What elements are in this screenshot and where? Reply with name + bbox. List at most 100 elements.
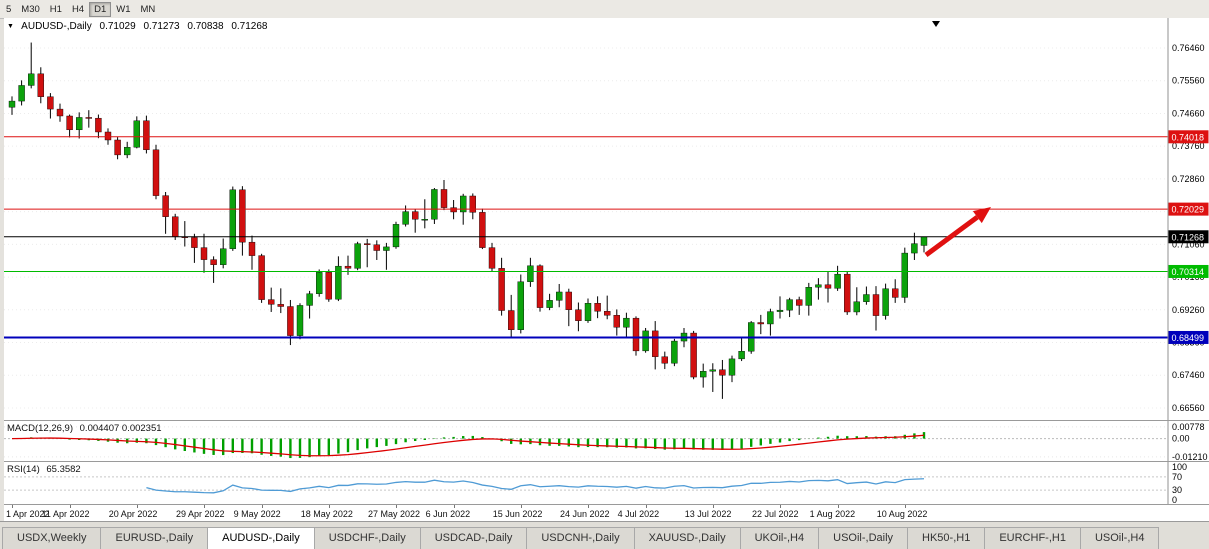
timeframe-w1[interactable]: W1 [116,3,131,15]
svg-text:100: 100 [1172,462,1187,472]
date-label: 22 Jul 2022 [752,509,799,519]
rsi-line [146,478,925,494]
horizontal-price-lines[interactable] [4,136,1168,339]
date-tick [204,505,205,508]
date-tick [12,505,13,508]
rsi-panel: RSI(14) 65.3582 100 70 30 0 [4,461,1209,505]
tab-usoil-h4[interactable]: USOil-,H4 [1079,527,1160,549]
date-tick [520,505,522,508]
date-tick [136,505,138,508]
date-label: 1 Aug 2022 [809,509,856,519]
date-tick [396,505,397,508]
date-label: 4 Jul 2022 [617,509,660,519]
timeframe-m30[interactable]: M30 [21,3,40,15]
macd-values: 0.004407 0.002351 [79,423,162,434]
svg-text:0.71268: 0.71268 [1172,232,1205,242]
price-badge [1168,264,1209,278]
svg-text:0.00: 0.00 [1172,434,1190,444]
svg-text:0.76460: 0.76460 [1172,43,1205,53]
svg-text:-0.01210: -0.01210 [1172,452,1208,461]
macd-canvas[interactable]: 0.00778 0.00 -0.01210 [4,421,1209,461]
price-badge [1168,202,1209,216]
date-label: 20 Apr 2022 [108,509,158,519]
date-label: 6 Jun 2022 [425,509,471,519]
svg-text:0.72860: 0.72860 [1172,174,1205,184]
date-label: 1 Apr 2022 [6,509,50,519]
tab-ukoil-h4[interactable]: UKOil-,H4 [739,527,820,549]
price-axis: 0.764600.755600.746600.737600.728600.719… [1167,18,1209,420]
tab-audusd-daily[interactable]: AUDUSD-,Daily [207,527,315,549]
date-tick [328,505,330,508]
svg-text:0.74660: 0.74660 [1172,108,1205,118]
chart-window: ▼ AUDUSD-,Daily 0.71029 0.71273 0.70838 … [4,18,1209,522]
svg-text:0.74018: 0.74018 [1172,132,1205,142]
timeframe-5[interactable]: 5 [6,3,12,15]
rsi-value: 65.3582 [46,464,81,475]
chart-symbol-title: AUDUSD-,Daily [21,21,92,32]
svg-text:30: 30 [1172,485,1182,495]
date-tick [780,505,781,508]
tab-eurchf-h1[interactable]: EURCHF-,H1 [984,527,1081,549]
price-gridlines [4,47,1168,409]
svg-text:0.75560: 0.75560 [1172,76,1205,86]
date-tick [645,505,647,508]
timeframe-h1[interactable]: H1 [49,3,62,15]
date-label: 11 Apr 2022 [41,509,90,519]
tab-usdcnh-daily[interactable]: USDCNH-,Daily [526,527,635,549]
tab-hk50-h1[interactable]: HK50-,H1 [907,527,986,549]
tab-usdcad-daily[interactable]: USDCAD-,Daily [419,527,528,549]
date-label: 27 May 2022 [368,509,421,519]
ohlc-open: 0.71029 [99,21,136,32]
object-anchor-icon [932,21,940,27]
svg-text:0.67460: 0.67460 [1172,370,1205,380]
date-label: 9 May 2022 [233,509,281,519]
timeframe-d1[interactable]: D1 [89,1,112,17]
tab-usoil-daily[interactable]: USOil-,Daily [818,527,909,549]
price-chart-canvas[interactable]: 0.764600.755600.746600.737600.728600.719… [4,18,1209,420]
rsi-name: RSI(14) [7,464,40,475]
price-panel: ▼ AUDUSD-,Daily 0.71029 0.71273 0.70838 … [4,18,1209,420]
date-tick [261,505,263,508]
chart-title: ▼ AUDUSD-,Daily 0.71029 0.71273 0.70838 … [7,21,272,32]
svg-text:70: 70 [1172,472,1182,482]
trend-arrow[interactable] [924,207,991,258]
dropdown-marker-icon: ▼ [7,23,14,30]
ohlc-high: 0.71273 [143,21,180,32]
date-tick [837,505,839,508]
date-label: 18 May 2022 [300,509,353,519]
date-tick [712,505,714,508]
svg-text:0.68499: 0.68499 [1172,333,1205,343]
date-tick [69,505,71,508]
symbol-tabs: USDX,Weekly EURUSD-,Daily AUDUSD-,Daily USD… [0,521,1209,549]
price-badge [1168,230,1209,244]
ohlc-low: 0.70838 [187,21,224,32]
timeframe-mn[interactable]: MN [140,3,156,15]
svg-text:0.73760: 0.73760 [1172,141,1205,151]
svg-text:0.00778: 0.00778 [1172,422,1205,432]
date-label: 29 Apr 2022 [176,509,225,519]
date-label: 24 Jun 2022 [560,509,610,519]
date-tick [588,505,589,508]
date-tick [453,505,455,508]
timeframe-toolbar: 5 M30 H1 H4 D1 W1 MN [0,0,1209,19]
tab-usdchf-daily[interactable]: USDCHF-,Daily [313,527,421,549]
tab-xauusd-daily[interactable]: XAUUSD-,Daily [633,527,741,549]
macd-panel: MACD(12,26,9) 0.004407 0.002351 0.00778 0… [4,420,1209,462]
tab-eurusd-daily[interactable]: EURUSD-,Daily [100,527,209,549]
svg-text:0: 0 [1172,495,1177,504]
rsi-label: RSI(14) 65.3582 [7,464,81,475]
price-badge [1168,130,1209,144]
timeframe-h4[interactable]: H4 [71,3,85,15]
date-axis: 1 Apr 2022 11 Apr 2022 20 Apr 2022 29 Apr 2… [4,504,1209,522]
macd-label: MACD(12,26,9) 0.004407 0.002351 [7,423,162,434]
price-badge [1168,330,1209,344]
svg-text:0.69260: 0.69260 [1172,305,1205,315]
date-tick [904,505,906,508]
svg-text:0.72029: 0.72029 [1172,205,1205,215]
timeframe-buttons: 5 M30 H1 H4 D1 W1 MN [1,1,160,17]
tab-usdx-weekly[interactable]: USDX,Weekly [2,527,102,549]
macd-name: MACD(12,26,9) [7,423,73,434]
candlesticks [8,42,928,399]
